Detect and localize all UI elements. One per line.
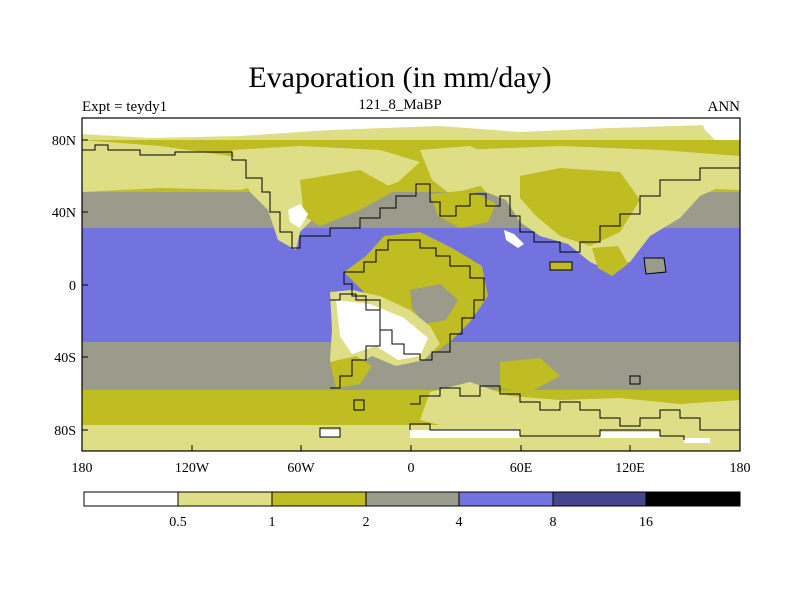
coastlines (82, 144, 740, 440)
legend-box (83, 491, 179, 507)
coastline-south-america (330, 293, 381, 389)
map-field (82, 118, 740, 451)
color-legend: 0.5 1 2 4 8 16 (83, 491, 741, 530)
antarctic-white-patch (410, 430, 520, 438)
north-pale-patch (82, 140, 282, 192)
y-tick-label: 80S (54, 424, 76, 439)
sea-white-strip (504, 230, 524, 248)
arctic-white-patch (700, 118, 740, 140)
legend-box (458, 491, 554, 507)
season-label: ANN (707, 99, 741, 115)
legend-box (365, 491, 460, 507)
legend-label: 16 (639, 515, 653, 530)
period-label: 121_8_MaBP (358, 97, 442, 113)
y-tick-label: 80N (52, 134, 76, 149)
y-tick-label: 0 (69, 279, 76, 294)
x-axis: 180 120W 60W 0 60E 120E 180 (72, 445, 751, 476)
legend-label: 8 (550, 515, 557, 530)
map-title: Evaporation (in mm/day) (248, 61, 552, 94)
antarctic-white-patch (684, 438, 710, 443)
coastline-island (549, 261, 573, 271)
y-tick-label: 40S (54, 351, 76, 366)
legend-label: 0.5 (169, 515, 187, 530)
legend-label: 4 (456, 515, 463, 530)
land-north-america-white (288, 204, 308, 228)
land-europe (430, 190, 496, 228)
coastline-island (643, 257, 667, 275)
antarctic-white-patch (600, 432, 660, 438)
coastline-island (629, 375, 641, 385)
coastline (82, 144, 740, 253)
x-tick-label: 60W (287, 461, 315, 476)
legend-box (552, 491, 647, 507)
experiment-label: Expt = teydy1 (82, 99, 168, 115)
y-axis: 80N 40N 0 40S 80S (52, 134, 88, 439)
coastline-south (410, 385, 740, 431)
y-tick-label: 40N (52, 206, 76, 221)
arctic-white-patch (82, 118, 740, 138)
legend-label: 1 (269, 515, 276, 530)
x-tick-label: 120W (175, 461, 210, 476)
legend-box (645, 491, 741, 507)
land-north-america-olive (300, 170, 396, 226)
land-island (644, 258, 666, 274)
land-island (550, 262, 572, 270)
x-tick-label: 180 (72, 461, 93, 476)
legend-label: 2 (363, 515, 370, 530)
land-south-landmass-olive (500, 358, 560, 392)
x-tick-label: 120E (615, 461, 645, 476)
coastline-island (353, 399, 365, 411)
x-tick-label: 0 (408, 461, 415, 476)
legend-box (177, 491, 273, 507)
land-africa-gray (410, 284, 458, 324)
coastline-island (319, 427, 341, 438)
x-tick-label: 180 (730, 461, 751, 476)
antarctic-white-patch (320, 430, 340, 437)
legend-box (271, 491, 367, 507)
land-india (592, 246, 628, 276)
coastline-antarctic (409, 423, 685, 440)
x-tick-label: 60E (510, 461, 533, 476)
